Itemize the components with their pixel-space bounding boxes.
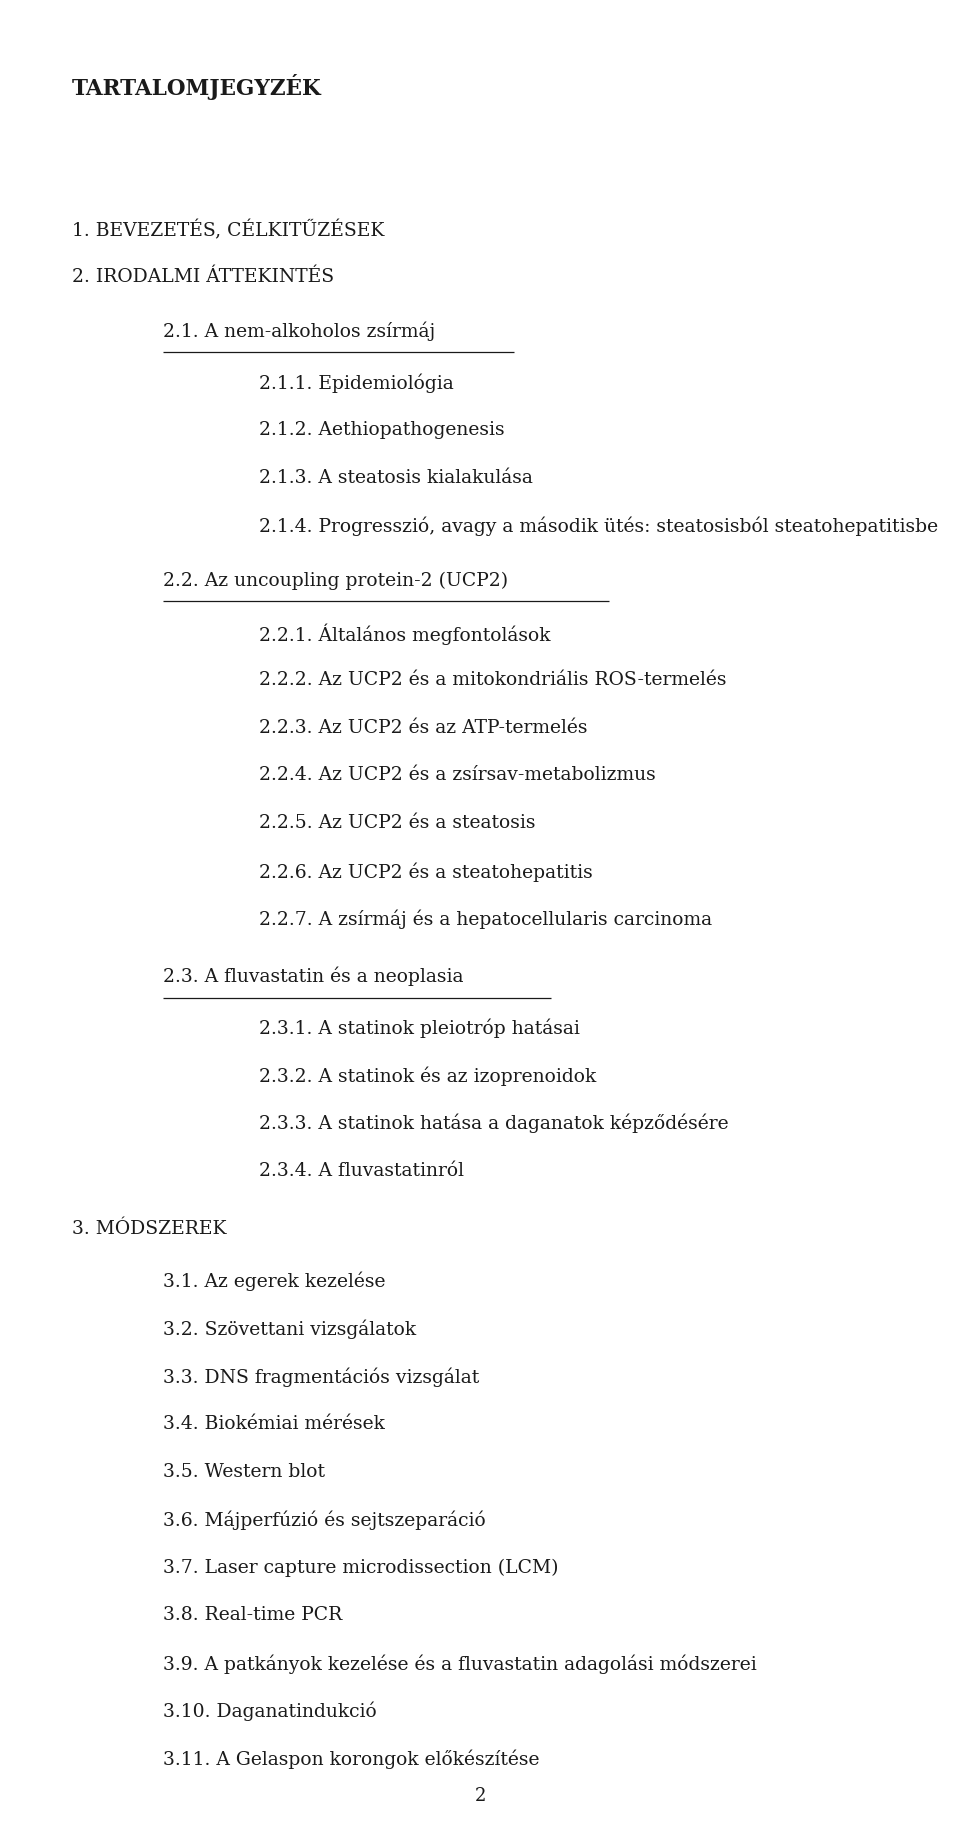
Text: 2.2.5. Az UCP2 és a steatosis: 2.2.5. Az UCP2 és a steatosis	[259, 814, 536, 833]
Text: 3.5. Western blot: 3.5. Western blot	[163, 1463, 325, 1481]
Text: 2.2.3. Az UCP2 és az ATP-termelés: 2.2.3. Az UCP2 és az ATP-termelés	[259, 719, 588, 737]
Text: 3.9. A patkányok kezelése és a fluvastatin adagolási módszerei: 3.9. A patkányok kezelése és a fluvastat…	[163, 1654, 756, 1674]
Text: 2.2.6. Az UCP2 és a steatohepatitis: 2.2.6. Az UCP2 és a steatohepatitis	[259, 862, 593, 882]
Text: 3.3. DNS fragmentációs vizsgálat: 3.3. DNS fragmentációs vizsgálat	[163, 1367, 479, 1388]
Text: 2.3. A fluvastatin és a neoplasia: 2.3. A fluvastatin és a neoplasia	[163, 967, 464, 987]
Text: 3.1. Az egerek kezelése: 3.1. Az egerek kezelése	[163, 1272, 386, 1292]
Text: 2.2. Az uncoupling protein-2 (UCP2): 2.2. Az uncoupling protein-2 (UCP2)	[163, 572, 509, 590]
Text: 2.2.7. A zsírmáj és a hepatocellularis carcinoma: 2.2.7. A zsírmáj és a hepatocellularis c…	[259, 910, 712, 930]
Text: 2.1.1. Epidemiológia: 2.1.1. Epidemiológia	[259, 373, 454, 393]
Text: 2.1.3. A steatosis kialakulása: 2.1.3. A steatosis kialakulása	[259, 469, 533, 487]
Text: 3.11. A Gelaspon korongok előkészítése: 3.11. A Gelaspon korongok előkészítése	[163, 1750, 540, 1770]
Text: 3.8. Real-time PCR: 3.8. Real-time PCR	[163, 1606, 343, 1625]
Text: 2.3.3. A statinok hatása a daganatok képződésére: 2.3.3. A statinok hatása a daganatok kép…	[259, 1114, 729, 1134]
Text: 3. MÓDSZEREK: 3. MÓDSZEREK	[72, 1220, 227, 1239]
Text: 2.3.4. A fluvastatinról: 2.3.4. A fluvastatinról	[259, 1162, 465, 1180]
Text: 1. BEVEZETÉS, CÉLKITŰZÉSEK: 1. BEVEZETÉS, CÉLKITŰZÉSEK	[72, 221, 384, 241]
Text: TARTALOMJEGYZÉK: TARTALOMJEGYZÉK	[72, 74, 322, 99]
Text: 2.3.2. A statinok és az izoprenoidok: 2.3.2. A statinok és az izoprenoidok	[259, 1066, 596, 1086]
Text: 2.2.2. Az UCP2 és a mitokondriális ROS-termelés: 2.2.2. Az UCP2 és a mitokondriális ROS-t…	[259, 671, 727, 689]
Text: 2.2.1. Általános megfontolások: 2.2.1. Általános megfontolások	[259, 623, 551, 645]
Text: 3.6. Májperfúzió és sejtszeparáció: 3.6. Májperfúzió és sejtszeparáció	[163, 1511, 486, 1531]
Text: 2.1.2. Aethiopathogenesis: 2.1.2. Aethiopathogenesis	[259, 421, 505, 439]
Text: 3.4. Biokémiai mérések: 3.4. Biokémiai mérések	[163, 1415, 385, 1434]
Text: 3.10. Daganatindukció: 3.10. Daganatindukció	[163, 1702, 377, 1722]
Text: 2.2.4. Az UCP2 és a zsírsav-metabolizmus: 2.2.4. Az UCP2 és a zsírsav-metabolizmus	[259, 766, 656, 785]
Text: 2.1. A nem-alkoholos zsírmáj: 2.1. A nem-alkoholos zsírmáj	[163, 322, 436, 342]
Text: 3.7. Laser capture microdissection (LCM): 3.7. Laser capture microdissection (LCM)	[163, 1559, 559, 1577]
Text: 2: 2	[474, 1787, 486, 1805]
Text: 2.3.1. A statinok pleiotróp hatásai: 2.3.1. A statinok pleiotróp hatásai	[259, 1018, 580, 1038]
Text: 2. IRODALMI ÁTTEKINTÉS: 2. IRODALMI ÁTTEKINTÉS	[72, 268, 334, 287]
Text: 2.1.4. Progresszió, avagy a második ütés: steatosisból steatohepatitisbe: 2.1.4. Progresszió, avagy a második ütés…	[259, 516, 938, 537]
Text: 3.2. Szövettani vizsgálatok: 3.2. Szövettani vizsgálatok	[163, 1320, 417, 1340]
